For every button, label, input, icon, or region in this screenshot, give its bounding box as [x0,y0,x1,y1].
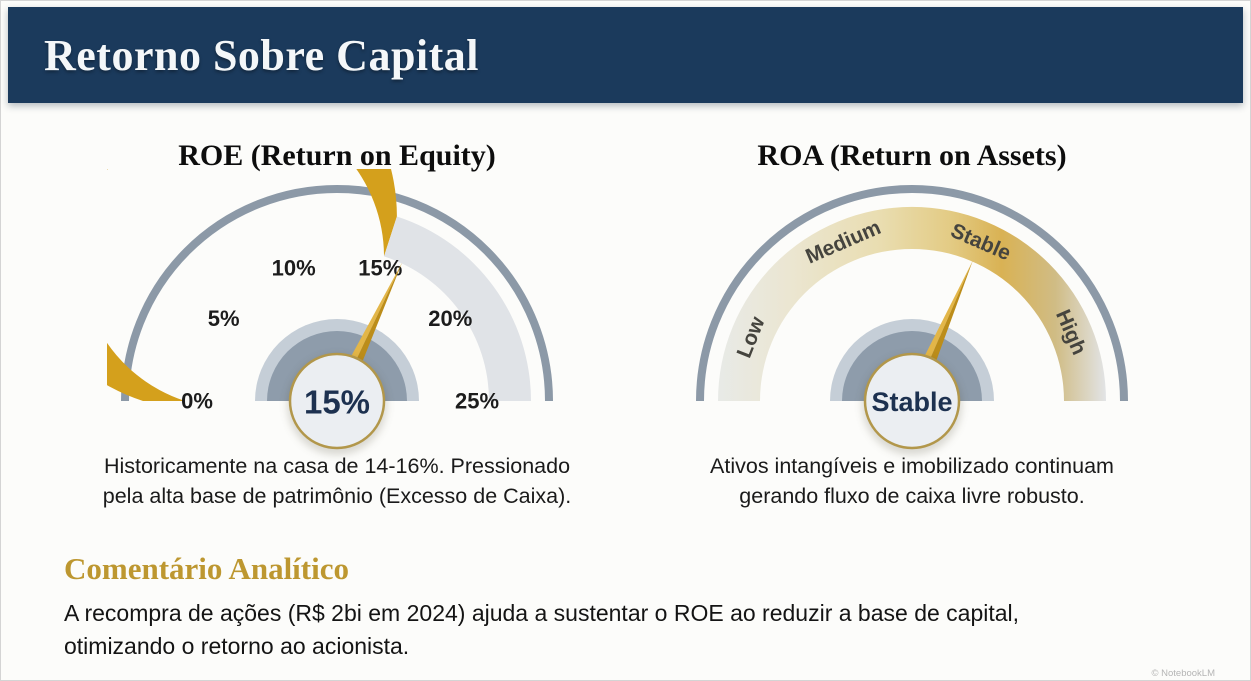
page-title: Retorno Sobre Capital [44,30,480,80]
roe-caption: Historicamente na casa de 14-16%. Pressi… [102,454,572,508]
roa-gauge-title: ROA (Return on Assets) [757,139,1067,172]
roe-gauge-chart: 0%5%10% 15%20%25%15% [107,169,553,455]
gauge-band [718,206,1106,401]
roa-caption: Ativos intangíveis e imobilizado continu… [710,454,1114,508]
gauge-band-segment [107,169,397,401]
gauge-outer-ring [696,185,1128,402]
gauge-tick-label: 25% [455,389,499,414]
gauge-tick-label: 20% [428,306,472,331]
roe-gauge-title: ROE (Return on Equity) [178,139,496,172]
gauge-outer-ring [121,185,553,402]
commentary-heading: Comentário Analítico [64,551,349,586]
watermark: © NotebookLM [1151,668,1215,679]
gauge-hub [288,352,386,450]
gauge-value-label: Stable [871,387,952,417]
gauge-tick-label: 10% [272,255,316,280]
commentary-body: A recompra de ações (R$ 2bi em 2024) aju… [64,600,1020,659]
gauge-tick-label: 5% [208,306,240,331]
gauge-tick-label: 0% [181,389,213,414]
header-bar: Retorno Sobre Capital [8,7,1243,103]
gauge-band-segment [384,216,531,401]
gauge-hub [863,352,961,450]
gauge-value-label: 15% [304,384,370,421]
